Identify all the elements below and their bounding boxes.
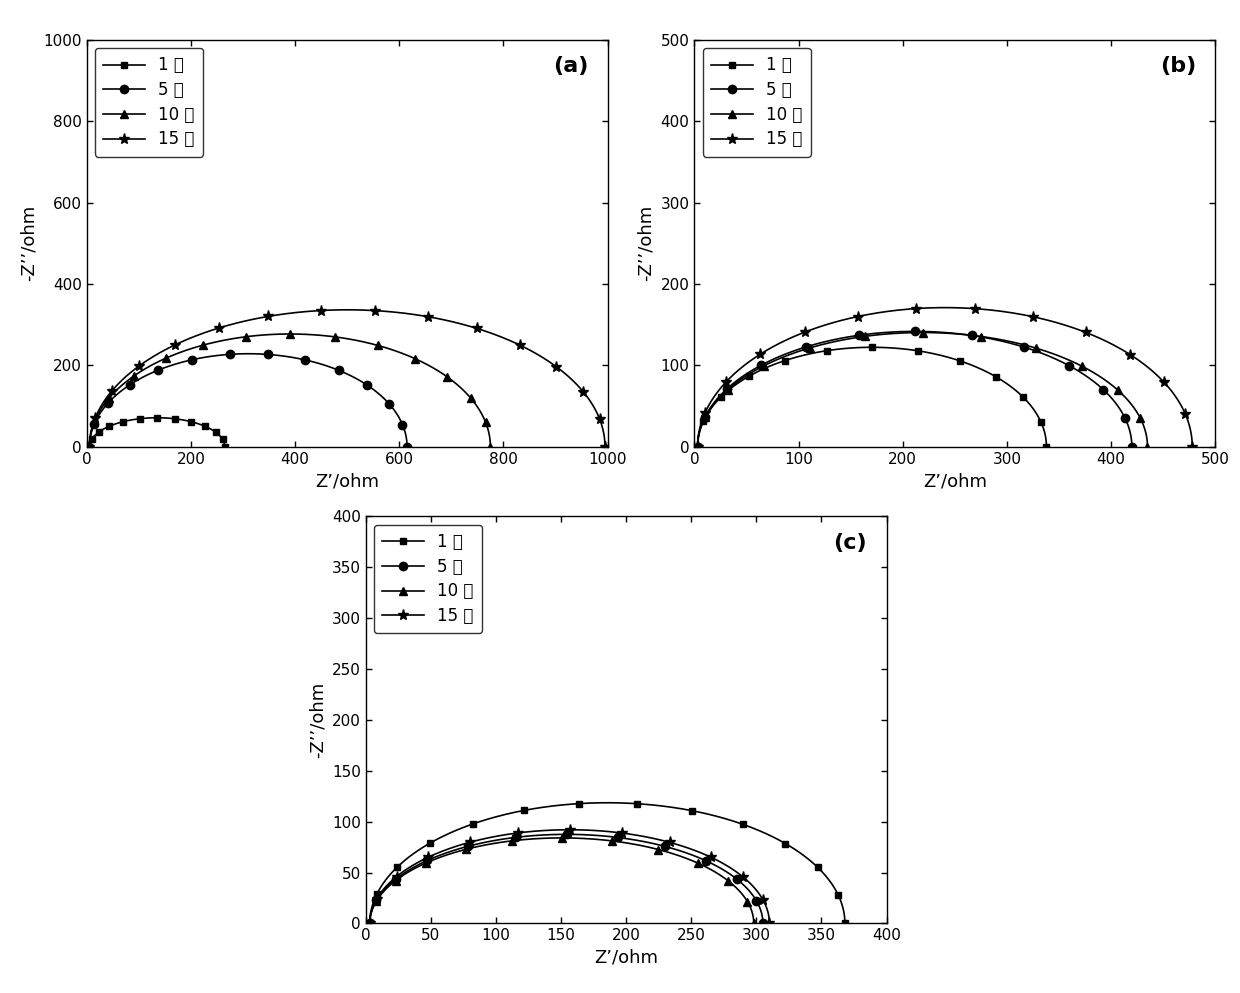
- Legend: 1 天, 5 天, 10 天, 15 天: 1 天, 5 天, 10 天, 15 天: [703, 48, 811, 157]
- Y-axis label: -Z’’/ohm: -Z’’/ohm: [20, 206, 38, 281]
- X-axis label: Z’/ohm: Z’/ohm: [594, 949, 658, 967]
- X-axis label: Z’/ohm: Z’/ohm: [923, 473, 987, 491]
- Legend: 1 天, 5 天, 10 天, 15 天: 1 天, 5 天, 10 天, 15 天: [95, 48, 203, 157]
- Text: (b): (b): [1161, 56, 1197, 76]
- Text: (a): (a): [553, 56, 589, 76]
- X-axis label: Z’/ohm: Z’/ohm: [315, 473, 379, 491]
- Y-axis label: -Z’’/ohm: -Z’’/ohm: [637, 206, 655, 281]
- Legend: 1 天, 5 天, 10 天, 15 天: 1 天, 5 天, 10 天, 15 天: [374, 524, 482, 634]
- Y-axis label: -Z’’/ohm: -Z’’/ohm: [309, 682, 326, 758]
- Text: (c): (c): [833, 532, 867, 553]
